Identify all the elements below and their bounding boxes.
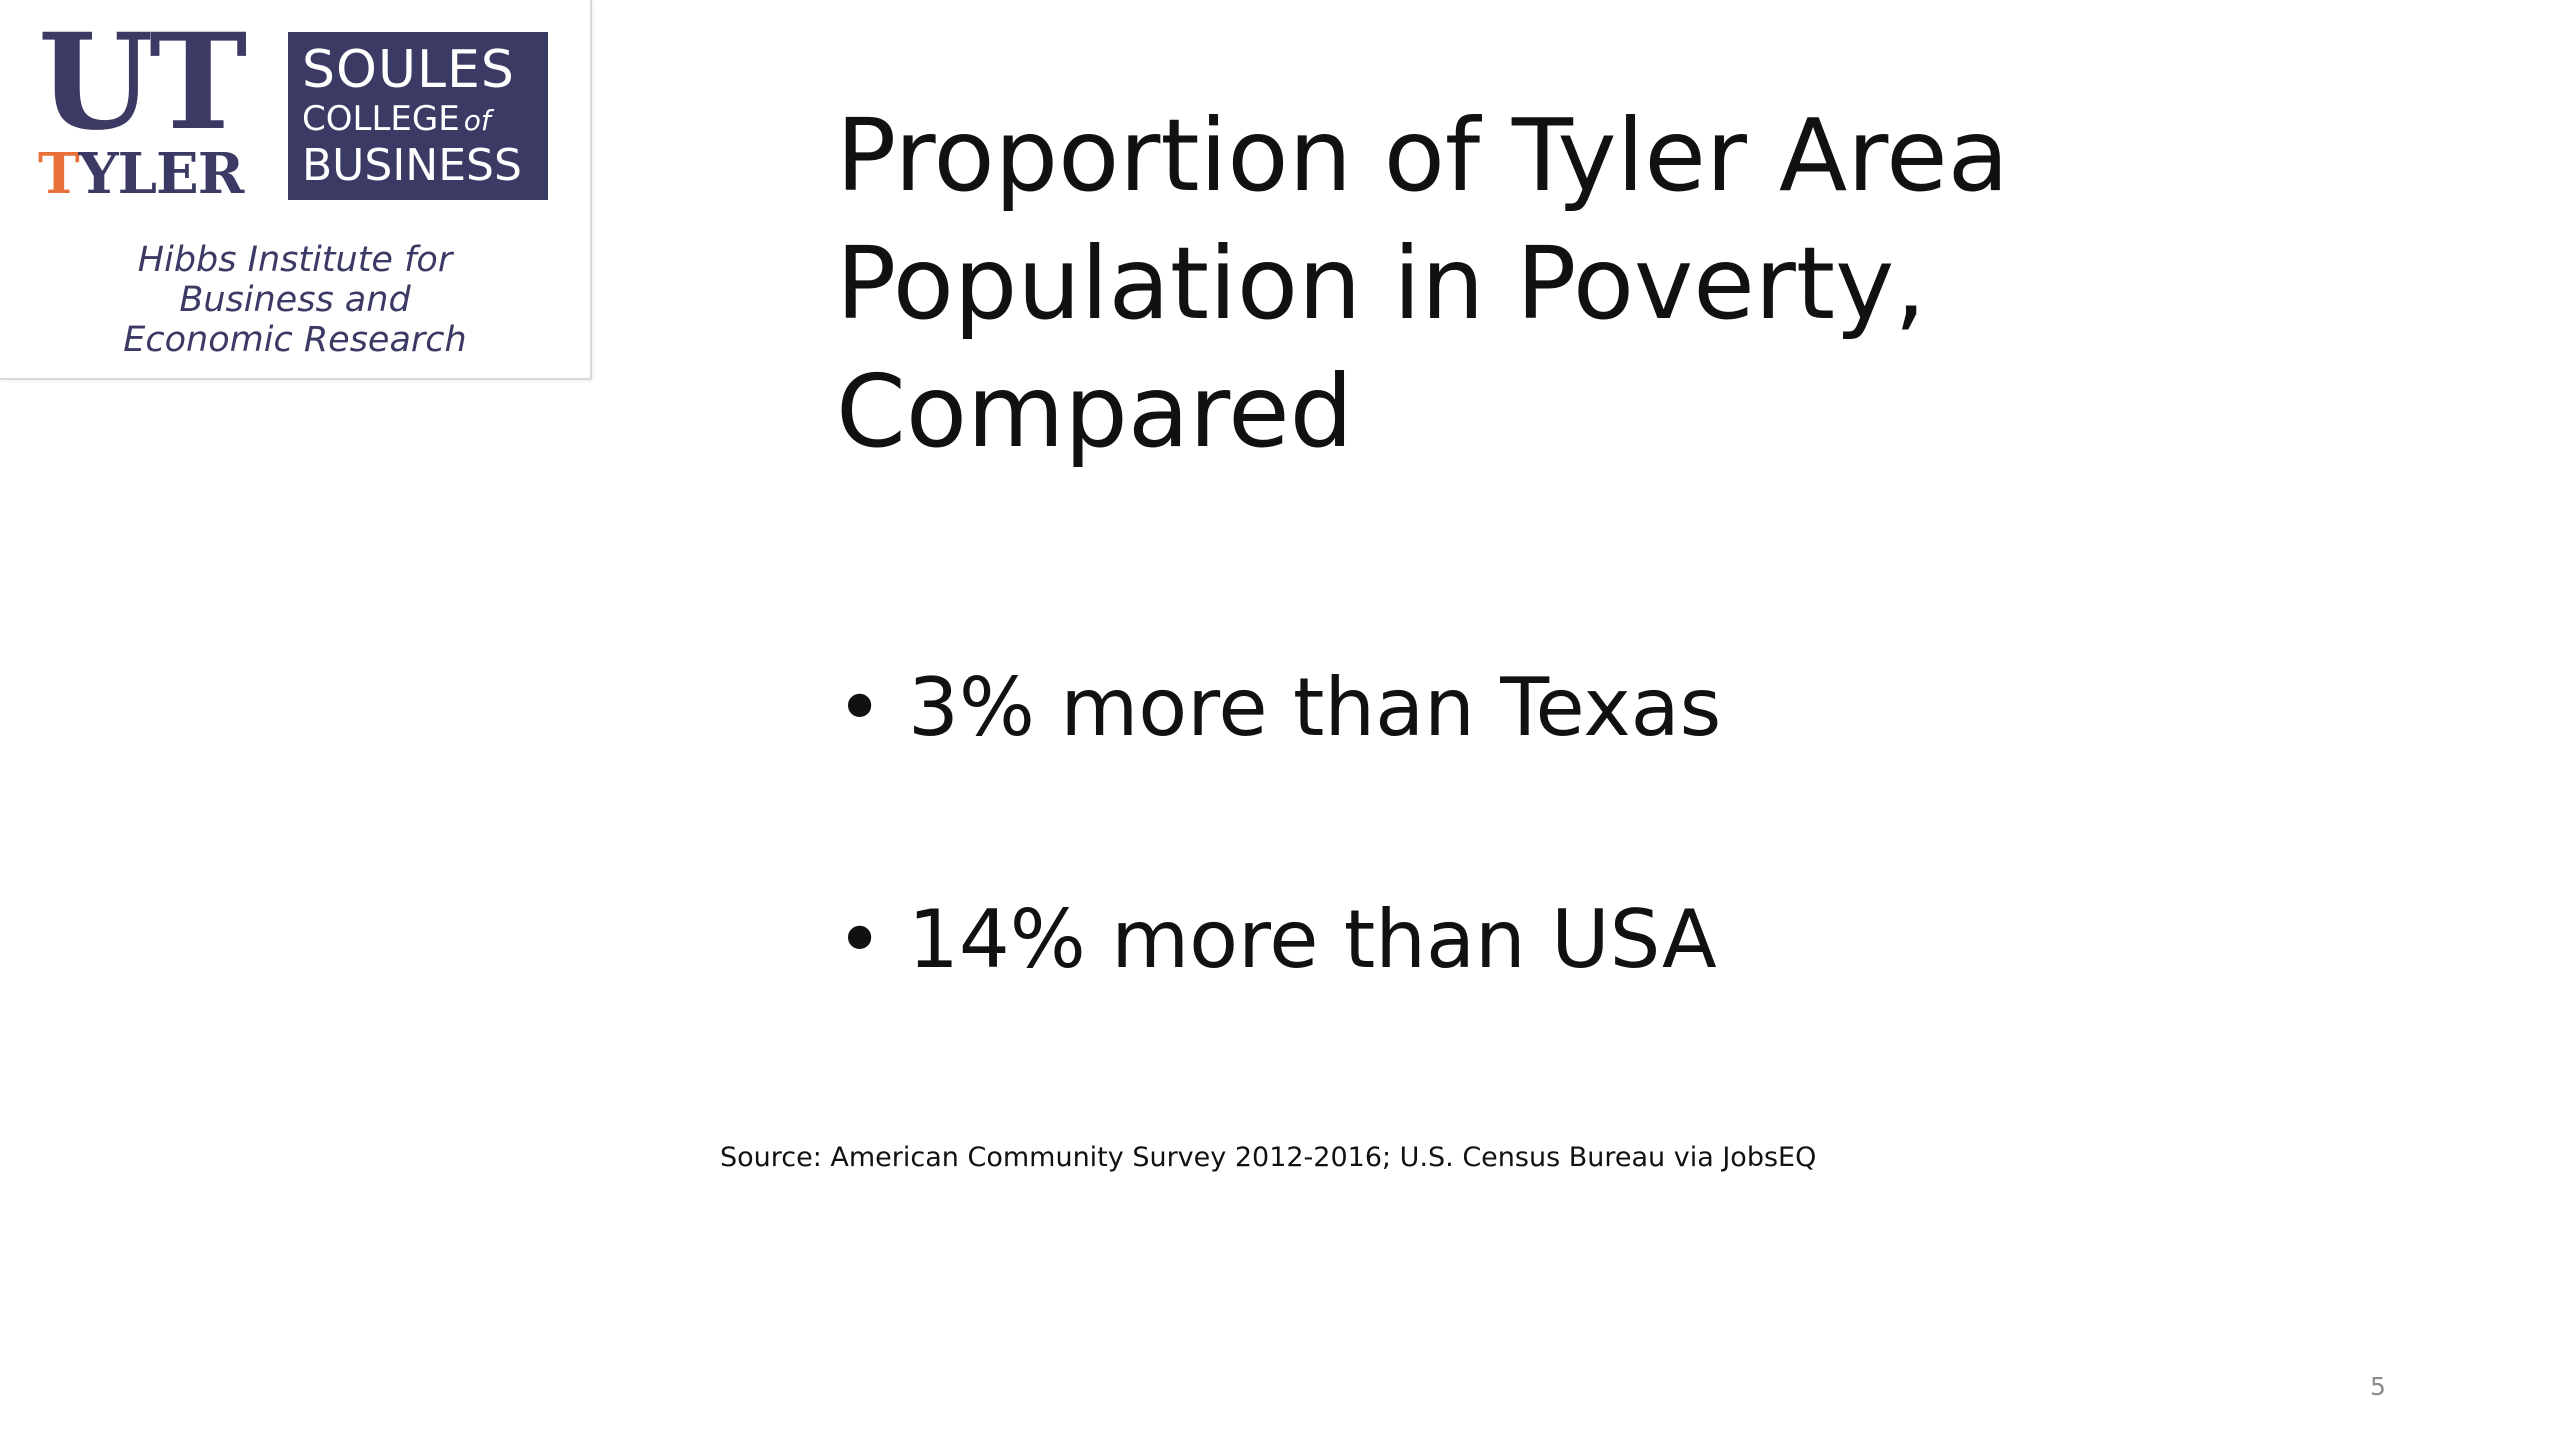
slide-title-line: Compared <box>836 353 1354 470</box>
soules-text: SOULES <box>302 40 515 100</box>
bullet-text: 14% more than USA <box>908 893 1717 986</box>
soules-college-block: SOULES COLLEGE of BUSINESS <box>288 32 548 200</box>
of-text: of <box>463 104 491 137</box>
tyler-wordmark: TYLER <box>38 141 245 207</box>
bullet-marker: • <box>836 893 884 986</box>
bullet-text: 3% more than Texas <box>908 661 1722 754</box>
ut-letters: UT <box>38 5 247 160</box>
college-text: COLLEGE <box>302 99 460 139</box>
ut-tyler-mark: UT TYLER <box>38 5 268 207</box>
business-text: BUSINESS <box>302 140 522 191</box>
college-logo: UT TYLER SOULES COLLEGE of BUSINESS Hibbs… <box>0 0 592 380</box>
college-of-text: COLLEGE of <box>302 100 491 140</box>
slide-title-line: Population in Poverty, <box>836 225 1927 342</box>
slide-title: Proportion of Tyler Area Population in P… <box>836 92 2236 476</box>
source-citation: Source: American Community Survey 2012-2… <box>720 1142 1817 1173</box>
hibbs-line: Economic Research <box>123 320 467 360</box>
tyler-first-letter: T <box>38 141 80 207</box>
slide-title-line: Proportion of Tyler Area <box>836 97 2009 214</box>
slide-number: 5 <box>2370 1372 2386 1401</box>
hibbs-institute-name: Hibbs Institute for Business and Economi… <box>70 240 520 360</box>
hibbs-line: Hibbs Institute for <box>137 240 453 280</box>
bullet-marker: • <box>836 661 884 754</box>
tyler-rest-letters: YLER <box>78 141 245 207</box>
hibbs-line: Business and <box>179 280 411 320</box>
